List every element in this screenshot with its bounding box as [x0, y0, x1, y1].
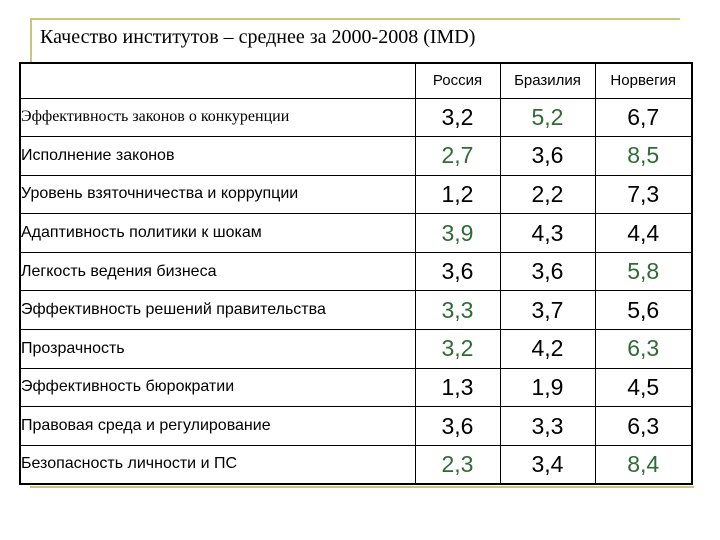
value-cell-brazil: 4,2	[499, 329, 596, 369]
value-cell-norway: 4,4	[594, 213, 693, 253]
table-row: Эффективность бюрократии 1,3 1,9 4,5	[19, 367, 693, 408]
row-label: Эффективность решений правительства	[19, 290, 416, 331]
value-cell-norway: 5,8	[594, 251, 693, 292]
title-frame	[30, 18, 680, 62]
value-cell-norway: 5,6	[594, 290, 693, 331]
value-cell-brazil: 3,6	[499, 251, 596, 292]
row-label: Эффективность бюрократии	[19, 367, 416, 408]
value-cell-brazil: 3,6	[499, 136, 596, 176]
column-header-brazil: Бразилия	[499, 62, 596, 99]
institutions-table: Россия Бразилия Норвегия Эффективность з…	[19, 62, 693, 485]
value-cell-norway: 7,3	[594, 174, 693, 215]
value-cell-norway: 6,3	[594, 406, 693, 446]
table-row: Эффективность законов о конкуренции 3,2 5,…	[19, 97, 693, 138]
row-label: Адаптивность политики к шокам	[19, 213, 416, 253]
value-cell-russia: 2,7	[414, 136, 501, 176]
table-row: Исполнение законов 2,7 3,6 8,5	[19, 136, 693, 176]
value-cell-norway: 4,5	[594, 367, 693, 408]
row-label: Правовая среда и регулирование	[19, 406, 416, 446]
value-cell-norway: 6,3	[594, 329, 693, 369]
row-label: Прозрачность	[19, 329, 416, 369]
table-row: Адаптивность политики к шокам 3,9 4,3 4,4	[19, 213, 693, 253]
value-cell-russia: 1,3	[414, 367, 501, 408]
value-cell-russia: 3,6	[414, 406, 501, 446]
value-cell-norway: 8,5	[594, 136, 693, 176]
value-cell-brazil: 3,7	[499, 290, 596, 331]
value-cell-russia: 3,6	[414, 251, 501, 292]
row-label: Исполнение законов	[19, 136, 416, 176]
header-row: Россия Бразилия Норвегия	[19, 62, 693, 99]
value-cell-russia: 1,2	[414, 174, 501, 215]
value-cell-norway: 6,7	[594, 97, 693, 138]
value-cell-brazil: 5,2	[499, 97, 596, 138]
table-row: Безопасность личности и ПС 2,3 3,4 8,4	[19, 444, 693, 485]
value-cell-norway: 8,4	[594, 444, 693, 485]
value-cell-russia: 3,2	[414, 329, 501, 369]
value-cell-brazil: 2,2	[499, 174, 596, 215]
row-label: Безопасность личности и ПС	[19, 444, 416, 485]
row-label: Уровень взяточничества и коррупции	[19, 174, 416, 215]
table-row: Прозрачность 3,2 4,2 6,3	[19, 329, 693, 369]
table-row: Уровень взяточничества и коррупции 1,2 2,2…	[19, 174, 693, 215]
table-row: Правовая среда и регулирование 3,6 3,3 6,3	[19, 406, 693, 446]
value-cell-brazil: 3,3	[499, 406, 596, 446]
value-cell-brazil: 1,9	[499, 367, 596, 408]
value-cell-brazil: 3,4	[499, 444, 596, 485]
column-header-norway: Норвегия	[594, 62, 693, 99]
value-cell-russia: 3,3	[414, 290, 501, 331]
table-row: Эффективность решений правительства 3,3 3,…	[19, 290, 693, 331]
row-label: Легкость ведения бизнеса	[19, 251, 416, 292]
value-cell-brazil: 4,3	[499, 213, 596, 253]
table-row: Легкость ведения бизнеса 3,6 3,6 5,8	[19, 251, 693, 292]
row-label: Эффективность законов о конкуренции	[19, 97, 416, 138]
value-cell-russia: 3,2	[414, 97, 501, 138]
value-cell-russia: 2,3	[414, 444, 501, 485]
header-corner	[19, 62, 416, 99]
value-cell-russia: 3,9	[414, 213, 501, 253]
page-title: Качество институтов – среднее за 2000-20…	[40, 26, 476, 48]
bottom-frame-line	[30, 486, 694, 488]
column-header-russia: Россия	[414, 62, 501, 99]
